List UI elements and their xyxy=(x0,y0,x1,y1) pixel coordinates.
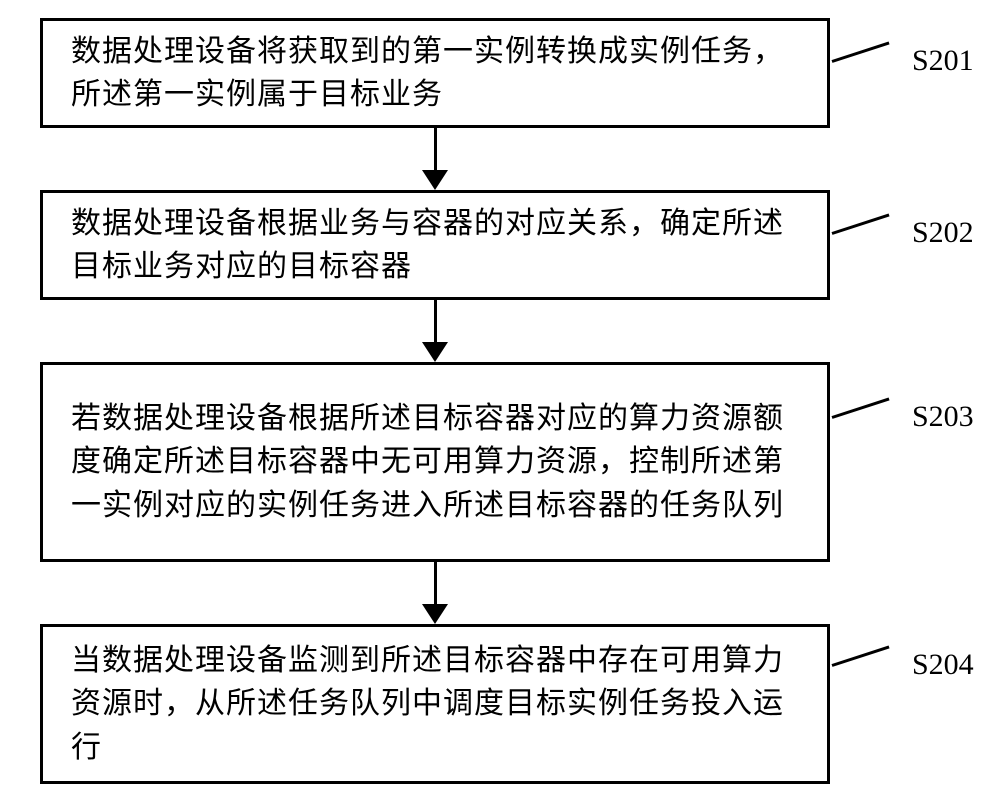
step-text-s202: 数据处理设备根据业务与容器的对应关系，确定所述目标业务对应的目标容器 xyxy=(71,202,799,289)
arrow-head-2 xyxy=(420,604,450,624)
arrow-head-1 xyxy=(420,342,450,362)
flowchart-canvas: 数据处理设备将获取到的第一实例转换成实例任务，所述第一实例属于目标业务 S201 数… xyxy=(0,0,1000,801)
step-box-s204: 当数据处理设备监测到所述目标容器中存在可用算力资源时，从所述任务队列中调度目标实… xyxy=(40,624,830,784)
label-connector-s204 xyxy=(832,646,890,667)
arrow-head-0 xyxy=(420,170,450,190)
step-text-s203: 若数据处理设备根据所述目标容器对应的算力资源额度确定所述目标容器中无可用算力资源… xyxy=(71,397,799,528)
step-box-s203: 若数据处理设备根据所述目标容器对应的算力资源额度确定所述目标容器中无可用算力资源… xyxy=(40,362,830,562)
step-label-s203: S203 xyxy=(912,400,974,434)
arrow-shaft-1 xyxy=(434,300,437,342)
step-label-s201: S201 xyxy=(912,44,974,78)
step-label-s202: S202 xyxy=(912,216,974,250)
label-connector-s201 xyxy=(832,42,890,63)
step-box-s202: 数据处理设备根据业务与容器的对应关系，确定所述目标业务对应的目标容器 xyxy=(40,190,830,300)
step-text-s204: 当数据处理设备监测到所述目标容器中存在可用算力资源时，从所述任务队列中调度目标实… xyxy=(71,639,799,770)
step-text-s201: 数据处理设备将获取到的第一实例转换成实例任务，所述第一实例属于目标业务 xyxy=(71,30,799,117)
label-connector-s203 xyxy=(832,398,890,419)
arrow-shaft-2 xyxy=(434,562,437,604)
label-connector-s202 xyxy=(832,214,890,235)
step-label-s204: S204 xyxy=(912,648,974,682)
arrow-shaft-0 xyxy=(434,128,437,170)
step-box-s201: 数据处理设备将获取到的第一实例转换成实例任务，所述第一实例属于目标业务 xyxy=(40,18,830,128)
